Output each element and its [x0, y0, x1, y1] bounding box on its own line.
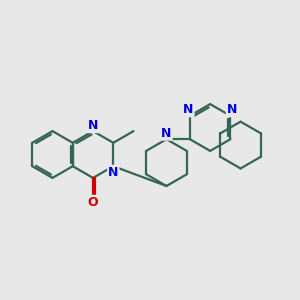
Text: N: N — [161, 127, 172, 140]
Text: N: N — [227, 103, 237, 116]
Text: N: N — [88, 119, 98, 132]
Text: N: N — [108, 166, 119, 179]
Text: N: N — [183, 103, 194, 116]
Text: O: O — [88, 196, 98, 209]
